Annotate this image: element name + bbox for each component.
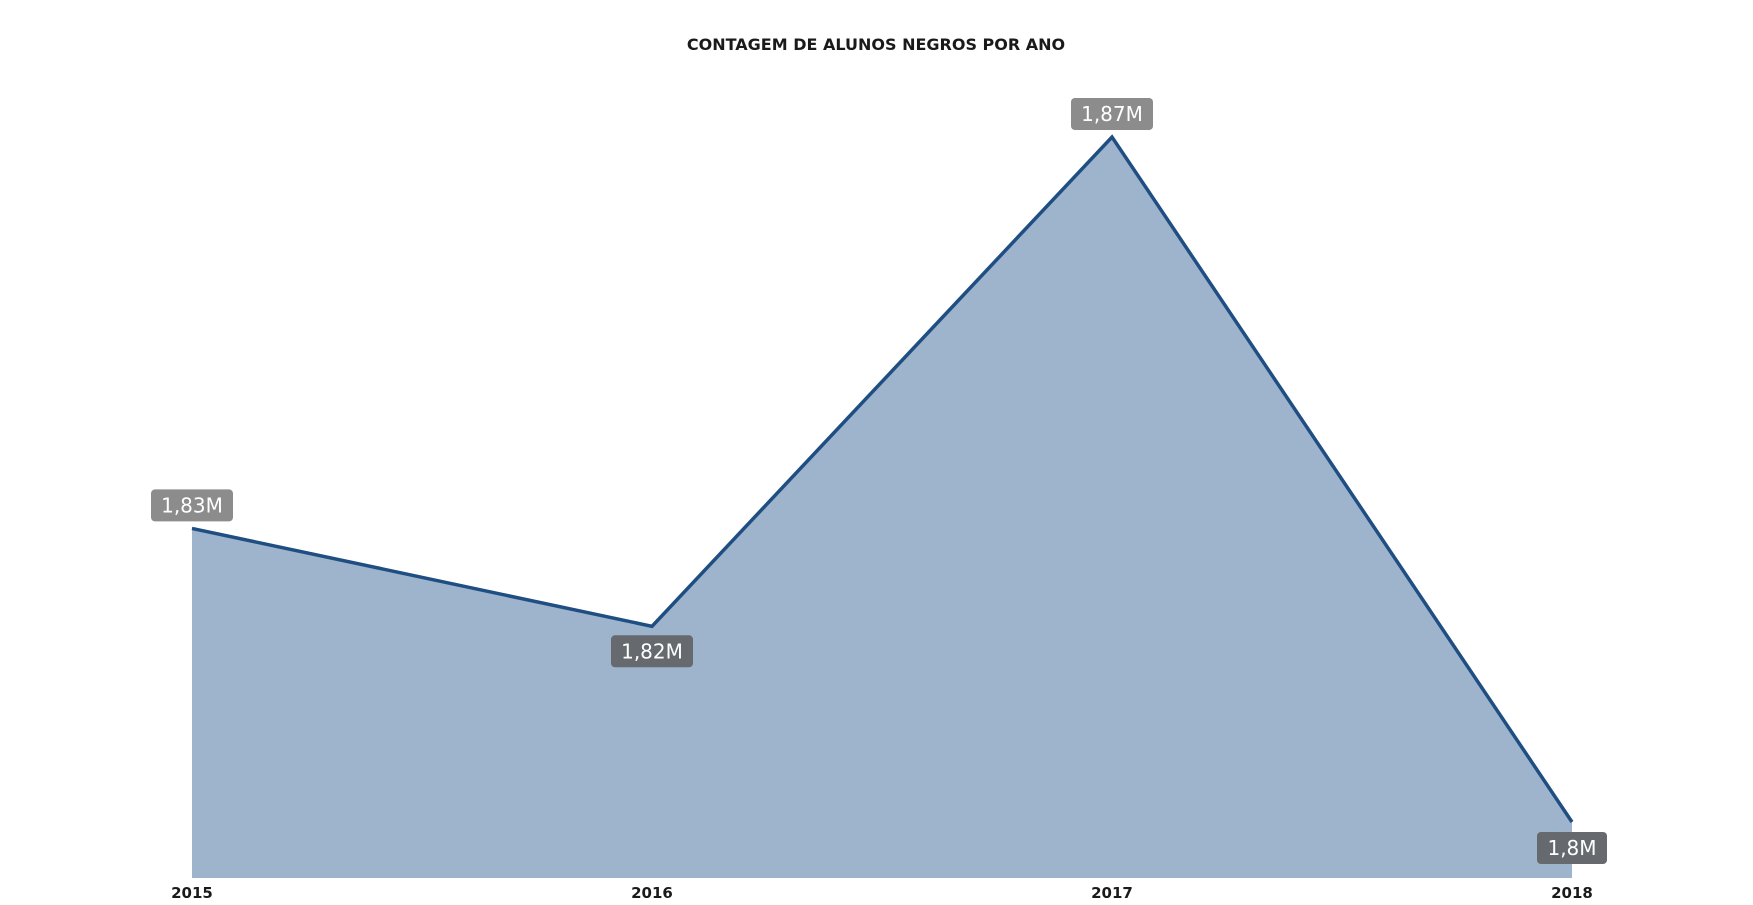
data-label: 1,8M [1537,832,1607,864]
series-line [191,134,1574,823]
x-axis-ticks: 2015 2016 2017 2018 [171,884,1593,902]
area-fill [192,137,1572,878]
data-label-box [611,635,693,668]
data-label-text: 1,87M [1081,102,1143,126]
data-label-box [1537,832,1607,864]
data-label-text: 1,8M [1547,836,1596,860]
x-tick-label: 2017 [1091,884,1133,902]
area-layer [192,137,1572,878]
data-label-text: 1,83M [161,493,223,517]
x-tick-label: 2016 [631,884,673,902]
x-tick-label: 2015 [171,884,213,902]
data-label: 1,82M [611,635,693,668]
chart-title: CONTAGEM DE ALUNOS NEGROS POR ANO [687,35,1065,54]
data-label-box [151,489,233,522]
data-label-box [1071,98,1153,130]
data-label: 1,83M [151,489,233,522]
x-tick-label: 2018 [1551,884,1593,902]
line-layer [191,134,1574,823]
data-label: 1,87M [1071,98,1153,130]
data-labels: 1,83M 1,82M 1,87M 1,8M [151,98,1607,864]
data-label-text: 1,82M [621,639,683,663]
